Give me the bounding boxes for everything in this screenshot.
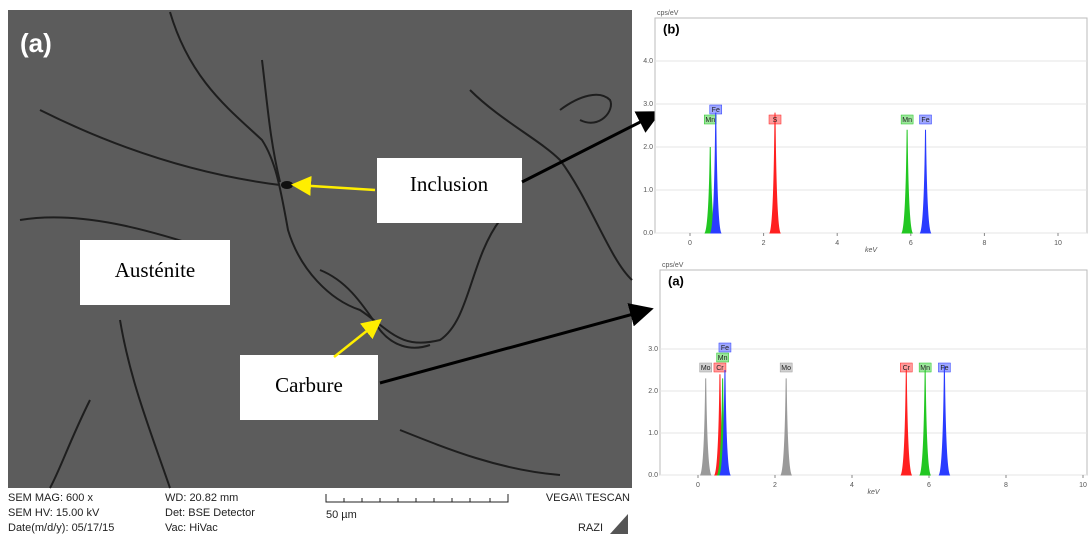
peak-label-box (779, 362, 793, 373)
spectrum-label: (a) (668, 273, 684, 288)
peak (780, 378, 792, 476)
peak-label: Cr (903, 365, 911, 372)
annotation-box (80, 240, 230, 305)
peak-label: Cr (716, 365, 724, 372)
arrow (291, 175, 376, 196)
spectrum-label: (b) (663, 21, 680, 36)
y-tick-label: 0.0 (648, 472, 658, 479)
y-tick-label: 3.0 (643, 101, 653, 108)
y-tick-label: 2.0 (643, 144, 653, 151)
peak-label-box (716, 352, 729, 363)
sem-info: SEM HV: 15.00 kV (8, 507, 100, 519)
arrow (521, 111, 662, 184)
scale-bar (325, 494, 509, 503)
x-tick-label: 6 (927, 482, 931, 489)
peak-label: Fe (712, 107, 720, 114)
sem-info: Det: BSE Detector (165, 507, 255, 519)
peak-label-box (900, 114, 914, 125)
annotation: Austénite (115, 258, 195, 282)
sem-info: SEM MAG: 600 x (8, 492, 93, 504)
y-tick-label: 3.0 (648, 346, 658, 353)
x-tick-label: 6 (909, 240, 913, 247)
y-tick-label: 2.0 (648, 388, 658, 395)
x-tick-label: 0 (688, 240, 692, 247)
peak-label: Mn (920, 365, 930, 372)
x-tick-label: 8 (982, 240, 986, 247)
peak (919, 129, 932, 234)
peak-label-box (900, 362, 913, 373)
x-tick-label: 8 (1004, 482, 1008, 489)
x-axis-label: keV (867, 489, 880, 496)
x-tick-label: 2 (773, 482, 777, 489)
panel-label: (a) (20, 28, 52, 58)
vendor: VEGA\\ TESCAN (546, 492, 630, 504)
x-tick-label: 4 (835, 240, 839, 247)
peak-label: Mn (902, 117, 912, 124)
inclusion-particle (281, 181, 293, 189)
sem-info: WD: 20.82 mm (165, 492, 238, 504)
grain-boundaries (19, 11, 633, 489)
peak-label-box (919, 114, 932, 125)
y-tick-label: 1.0 (648, 430, 658, 437)
y-tick-label: 4.0 (643, 58, 653, 65)
peak (699, 378, 712, 476)
y-tick-label: 0.0 (643, 230, 653, 237)
peak-label-box (718, 342, 732, 353)
arrow (333, 318, 382, 358)
x-tick-label: 10 (1054, 240, 1062, 247)
x-tick-label: 4 (850, 482, 854, 489)
peak-label-box (768, 114, 782, 125)
spectrum-frame (659, 269, 1088, 476)
annotation: Inclusion (410, 172, 489, 196)
peak (901, 129, 913, 234)
y-unit: cps/eV (657, 10, 679, 17)
x-tick-label: 2 (762, 240, 766, 247)
y-unit: cps/eV (662, 262, 684, 269)
x-tick-label: 10 (1079, 482, 1087, 489)
sem-info: Vac: HiVac (165, 522, 218, 534)
peak-label-box (938, 362, 951, 373)
peak-label-box (713, 362, 727, 373)
peak-label: Mn (718, 355, 728, 362)
peak-label-box (699, 362, 712, 373)
peak (709, 112, 722, 234)
sem-info: Date(m/d/y): 05/17/15 (8, 522, 114, 534)
peak (938, 365, 951, 476)
peak-label-box (918, 362, 932, 373)
lab: RAZI (578, 522, 603, 534)
x-tick-label: 0 (696, 482, 700, 489)
arrow (379, 303, 654, 385)
peak (769, 112, 781, 234)
y-tick-label: 1.0 (643, 187, 653, 194)
annotation-box (377, 158, 522, 223)
peak (900, 369, 913, 476)
x-axis-label: keV (865, 247, 878, 254)
peak (919, 369, 931, 476)
peak-label-box (709, 104, 723, 115)
peak-label: Fe (921, 117, 929, 124)
peak (719, 369, 731, 476)
annotation-box (240, 355, 378, 420)
peak-label: Fe (721, 345, 729, 352)
peak-label: Mn (705, 117, 715, 124)
scale-label: 50 µm (326, 509, 357, 521)
logo (610, 514, 628, 534)
peak-label: Mo (701, 365, 711, 372)
peak-label: Fe (940, 365, 948, 372)
annotation: Carbure (275, 373, 343, 397)
spectrum-frame (654, 17, 1088, 234)
peak-label: Mo (781, 365, 791, 372)
peak-label: S (773, 117, 778, 124)
